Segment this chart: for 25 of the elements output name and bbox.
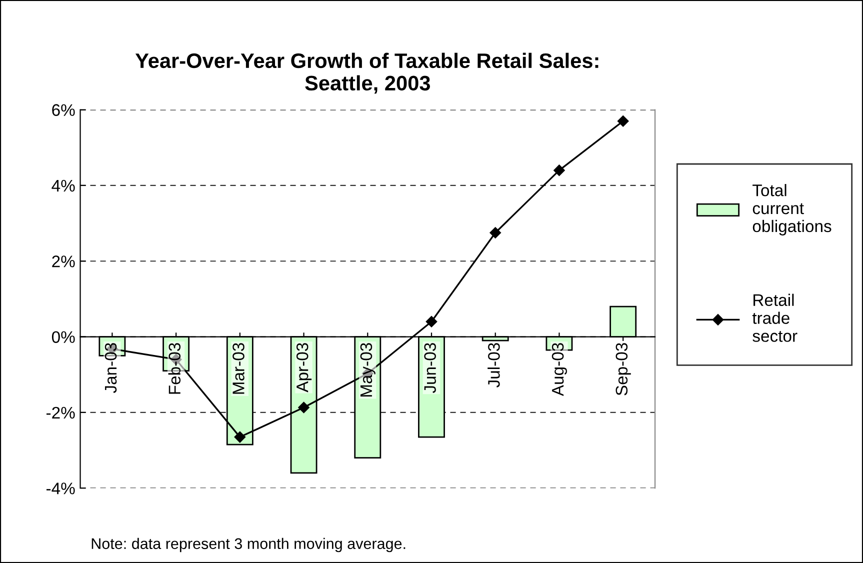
- y-tick-label: -4%: [46, 482, 75, 494]
- x-tick-label: May-03: [360, 343, 376, 397]
- x-tick-label: Apr-03: [296, 343, 312, 392]
- y-tick-label: -2%: [46, 406, 75, 419]
- text: Note: data represent 3 month moving average.: [92, 538, 406, 552]
- point: [617, 116, 629, 127]
- legend-label: Total current obligations: [752, 184, 832, 236]
- point: [234, 431, 246, 443]
- x-tick-label: Sep-03: [616, 343, 631, 396]
- y-tick-label: 0%: [52, 331, 75, 343]
- x-tick-label: Jan-03: [104, 343, 117, 394]
- point: [298, 402, 310, 414]
- x-tick-label: Mar-03: [232, 343, 244, 394]
- x-tick-label: Feb-03: [168, 343, 181, 394]
- y-tick-label: 6%: [52, 104, 75, 116]
- point: [426, 316, 438, 328]
- y-tick-label: 4%: [52, 180, 75, 192]
- point: [490, 227, 501, 238]
- x-tick-label: Jun-03: [424, 343, 436, 394]
- legend-label: Retail trade sector: [752, 294, 798, 342]
- point: [554, 164, 565, 176]
- x-tick-label: Aug-03: [552, 343, 567, 396]
- x-tick-label: Jul-03: [488, 343, 500, 388]
- chart-title: Year-Over-Year Growth of Taxable Retail Sales: Seattle, 2003: [135, 52, 598, 94]
- y-tick-label: 2%: [52, 256, 75, 268]
